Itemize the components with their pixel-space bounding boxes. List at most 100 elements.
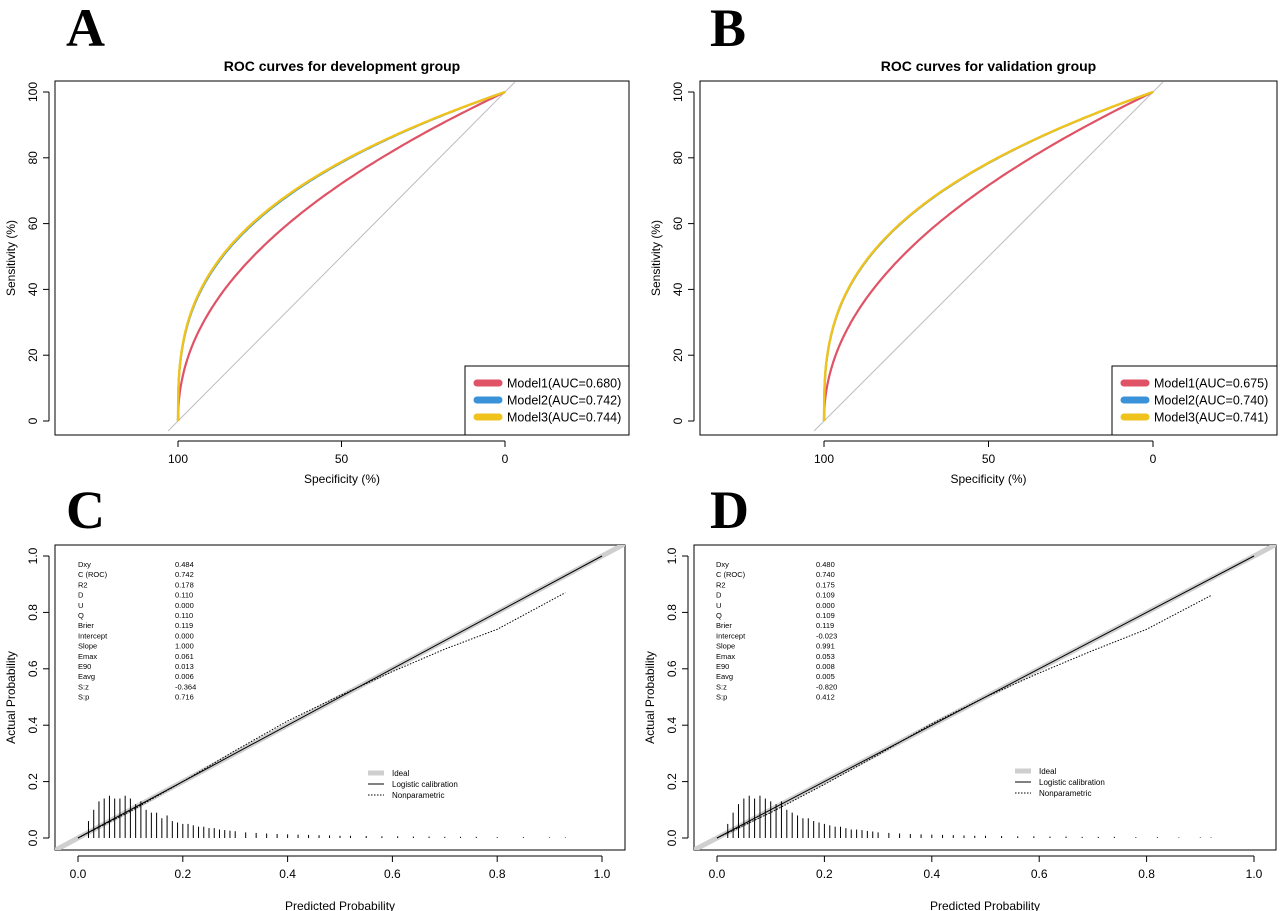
roc-curve-model1 bbox=[822, 91, 1154, 422]
reference-diagonal bbox=[813, 81, 1164, 432]
stat-name: R2 bbox=[78, 580, 88, 589]
stat-value: 0.480 bbox=[816, 560, 835, 569]
x-tick-label: 0.8 bbox=[1138, 867, 1155, 881]
x-tick-label: 0 bbox=[1150, 452, 1157, 466]
stat-name: Slope bbox=[78, 642, 97, 651]
reference-diagonal bbox=[167, 81, 516, 432]
x-tick-label: 0.6 bbox=[384, 867, 401, 881]
panel-label-c: C bbox=[66, 480, 105, 540]
x-tick-label: 1.0 bbox=[1246, 867, 1263, 881]
stat-value: 0.005 bbox=[816, 672, 835, 681]
stat-name: S:p bbox=[78, 693, 89, 702]
y-tick-label: 0 bbox=[26, 417, 40, 424]
stat-name: Brier bbox=[716, 621, 732, 630]
legend-label-model3: Model3(AUC=0.744) bbox=[507, 411, 621, 425]
roc-curve-model1 bbox=[176, 91, 506, 422]
legend-label-2: Nonparametric bbox=[1039, 789, 1091, 798]
stat-name: Dxy bbox=[716, 560, 729, 569]
y-tick-label: 1.0 bbox=[26, 547, 40, 564]
plot-frame bbox=[693, 544, 1277, 851]
legend-label-1: Logistic calibration bbox=[392, 780, 458, 789]
y-tick-label: 20 bbox=[26, 348, 40, 362]
stat-value: 1.000 bbox=[175, 642, 194, 651]
stat-value: 0.178 bbox=[175, 580, 194, 589]
stat-name: Dxy bbox=[78, 560, 91, 569]
logistic-calibration-line bbox=[77, 555, 603, 839]
nonparametric-line bbox=[77, 592, 566, 839]
stat-value: 0.716 bbox=[175, 693, 194, 702]
legend-label-2: Nonparametric bbox=[392, 791, 444, 800]
x-tick-label: 100 bbox=[168, 452, 188, 466]
stat-value: 0.053 bbox=[816, 652, 835, 661]
y-axis-label: Sensitivity (%) bbox=[649, 220, 663, 296]
stat-value: 0.000 bbox=[175, 631, 194, 640]
y-axis-label: Sensitivity (%) bbox=[4, 220, 18, 296]
x-tick-label: 0.4 bbox=[279, 867, 296, 881]
stat-value: 0.000 bbox=[175, 601, 194, 610]
stat-value: 0.008 bbox=[816, 662, 835, 671]
y-tick-label: 0.6 bbox=[665, 660, 679, 677]
stat-value: -0.820 bbox=[816, 682, 837, 691]
y-tick-label: 0.8 bbox=[665, 604, 679, 621]
panel-label-d: D bbox=[710, 480, 749, 540]
stat-name: S:z bbox=[78, 682, 89, 691]
y-tick-label: 0.0 bbox=[26, 829, 40, 846]
legend-label-0: Ideal bbox=[392, 769, 410, 778]
y-tick-label: 1.0 bbox=[665, 547, 679, 564]
y-tick-label: 0.0 bbox=[665, 829, 679, 846]
stat-name: U bbox=[78, 601, 83, 610]
stat-value: 0.175 bbox=[816, 580, 835, 589]
x-axis-label: Specificity (%) bbox=[950, 472, 1026, 486]
panel-label-a: A bbox=[66, 0, 105, 58]
stat-value: 0.742 bbox=[175, 570, 194, 579]
chart-title: ROC curves for validation group bbox=[881, 58, 1096, 74]
stat-name: Q bbox=[78, 611, 84, 620]
stat-name: C (ROC) bbox=[716, 570, 746, 579]
x-tick-label: 50 bbox=[982, 452, 996, 466]
legend-label-model2: Model2(AUC=0.740) bbox=[1154, 394, 1268, 408]
plot-frame bbox=[54, 80, 630, 436]
stat-name: R2 bbox=[716, 580, 726, 589]
x-tick-label: 0.0 bbox=[709, 867, 726, 881]
stat-value: 0.991 bbox=[816, 642, 835, 651]
stat-value: 0.109 bbox=[816, 611, 835, 620]
y-tick-label: 0.8 bbox=[26, 604, 40, 621]
stat-value: 0.013 bbox=[175, 662, 194, 671]
stat-value: 0.109 bbox=[816, 591, 835, 600]
y-tick-label: 60 bbox=[26, 217, 40, 231]
y-axis-label: Actual Probability bbox=[643, 651, 657, 744]
stat-value: -0.364 bbox=[175, 682, 196, 691]
roc-panel-development: ROC curves for development group 0 20 40 60 8… bbox=[4, 58, 630, 486]
y-tick-label: 0 bbox=[671, 417, 685, 424]
stat-name: Emax bbox=[78, 652, 97, 661]
stat-name: E90 bbox=[78, 662, 91, 671]
legend-label-model3: Model3(AUC=0.741) bbox=[1154, 411, 1268, 425]
stat-name: C (ROC) bbox=[78, 570, 108, 579]
legend-label-model1: Model1(AUC=0.680) bbox=[507, 377, 621, 391]
stat-name: D bbox=[78, 591, 84, 600]
x-tick-label: 0.2 bbox=[174, 867, 191, 881]
y-tick-label: 0.6 bbox=[26, 660, 40, 677]
x-tick-label: 0.6 bbox=[1031, 867, 1048, 881]
y-axis-label: Actual Probability bbox=[4, 651, 18, 744]
plot-frame bbox=[54, 544, 626, 851]
x-tick-label: 1.0 bbox=[594, 867, 611, 881]
stat-value: 0.061 bbox=[175, 652, 194, 661]
y-tick-label: 0.4 bbox=[665, 717, 679, 734]
y-tick-label: 100 bbox=[26, 82, 40, 102]
stat-name: U bbox=[716, 601, 721, 610]
roc-panel-validation: ROC curves for validation group 0 20 40 60 80… bbox=[649, 58, 1278, 486]
stat-name: Intercept bbox=[716, 631, 746, 640]
legend-label-model2: Model2(AUC=0.742) bbox=[507, 394, 621, 408]
x-axis-label: Predicted Probability bbox=[285, 899, 395, 911]
y-tick-label: 40 bbox=[671, 282, 685, 296]
stat-name: D bbox=[716, 591, 722, 600]
x-tick-label: 0.4 bbox=[923, 867, 940, 881]
legend-label-1: Logistic calibration bbox=[1039, 778, 1105, 787]
legend-label-0: Ideal bbox=[1039, 767, 1057, 776]
stat-value: 0.119 bbox=[175, 621, 193, 630]
stat-name: Brier bbox=[78, 621, 94, 630]
stat-value: 0.006 bbox=[175, 672, 194, 681]
legend-label-model1: Model1(AUC=0.675) bbox=[1154, 377, 1268, 391]
